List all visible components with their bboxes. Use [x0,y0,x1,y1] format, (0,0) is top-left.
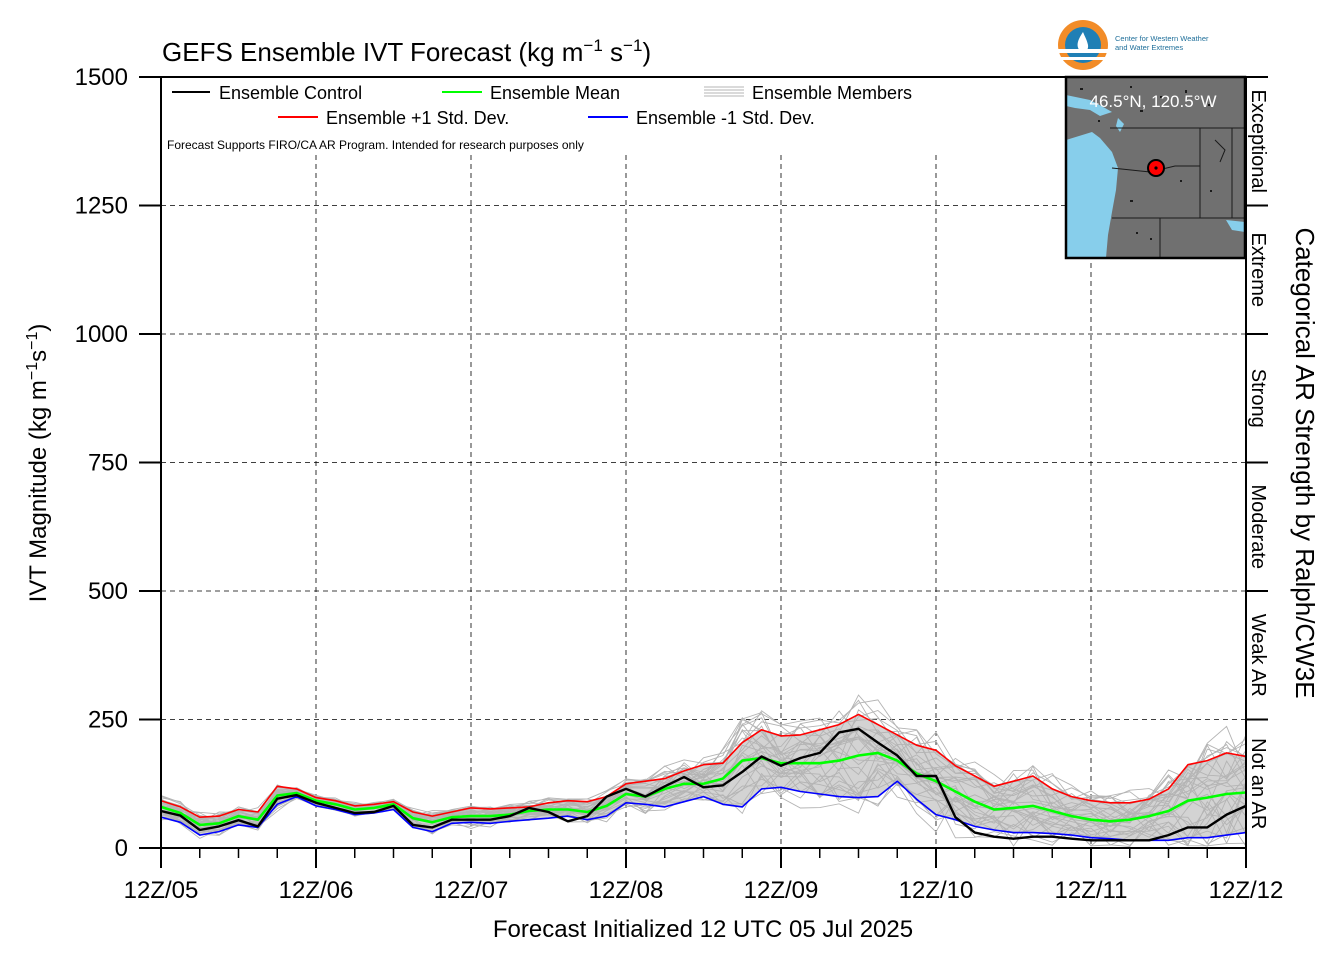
plus-std-line [161,713,1246,819]
right-axis-label: Categorical AR Strength by Ralph/CW3E [1290,227,1320,698]
x-tick-label: 12Z/06 [279,877,354,904]
x-axis: 12Z/05 12Z/06 12Z/07 12Z/08 12Z/09 12Z/10 12Z/… [124,848,1284,904]
cw3e-logo: Center for Western Weather and Water Ext… [1058,20,1209,70]
red-location-dot-icon [1147,159,1165,177]
x-tick-label: 12Z/09 [744,877,819,904]
y-tick-label: 1000 [75,321,128,348]
mean-line [161,751,1246,827]
disclaimer-note: Forecast Supports FIRO/CA AR Program. In… [167,138,584,152]
legend-members-label: Ensemble Members [752,83,912,103]
inset-map: 46.5°N, 120.5°W [1064,75,1247,260]
y-tick-label: 500 [88,578,128,605]
ar-category-axis: Not an AR Weak AR Moderate Strong Extreme Exc… [1246,76,1269,829]
x-tick-label: 12Z/11 [1055,877,1128,904]
category-label: Moderate [1247,485,1269,570]
logo-line-2: and Water Extremes [1115,43,1183,52]
x-axis-label: Forecast Initialized 12 UTC 05 Jul 2025 [493,916,913,943]
y-axis-label: IVT Magnitude (kg m−1s−1) [24,324,52,603]
minus-std-line [161,780,1246,842]
x-tick-label: 12Z/07 [434,877,509,904]
cw3e-water-drop-icon [1058,20,1108,70]
category-label: Weak AR [1247,614,1269,697]
logo-line-1: Center for Western Weather [1115,34,1209,43]
ocean-area [1066,132,1118,258]
x-tick-label: 12Z/10 [899,877,974,904]
legend-control-label: Ensemble Control [219,83,362,103]
puget-sound [1066,95,1112,116]
legend-plus-std-label: Ensemble +1 Std. Dev. [326,108,509,128]
y-tick-label: 1250 [75,193,128,220]
legend: Ensemble Control Ensemble Mean Ensemble … [172,83,912,128]
map-location-label: 46.5°N, 120.5°W [1090,92,1217,111]
x-tick-label: 12Z/08 [589,877,664,904]
category-label: Exceptional [1247,90,1269,193]
legend-minus-std-label: Ensemble -1 Std. Dev. [636,108,815,128]
y-axis: 0 250 500 750 1000 1250 1500 [75,64,161,862]
series-lines [161,713,1246,842]
legend-mean-label: Ensemble Mean [490,83,620,103]
ensemble-member-line [161,734,1246,820]
control-line [161,727,1246,842]
y-tick-label: 0 [115,835,128,862]
y-tick-label: 250 [88,707,128,734]
x-tick-label: 12Z/05 [124,877,199,904]
y-tick-label: 750 [88,450,128,477]
x-tick-label: 12Z/12 [1209,877,1284,904]
category-label: Extreme [1247,233,1269,307]
legend-members-swatch [704,86,744,97]
y-tick-label: 1500 [75,64,128,91]
category-label: Not an AR [1247,738,1269,829]
category-label: Strong [1247,369,1269,428]
chart-title: GEFS Ensemble IVT Forecast (kg m−1 s−1) [162,36,651,67]
